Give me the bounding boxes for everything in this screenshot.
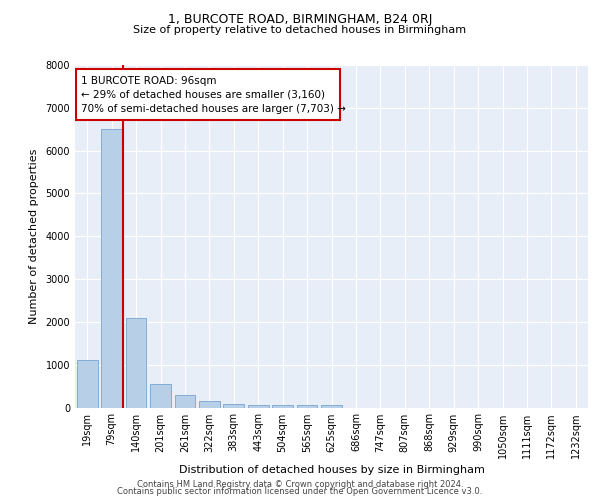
- Bar: [77, 360, 98, 408]
- Bar: [321, 405, 342, 407]
- Bar: [272, 405, 293, 407]
- Text: 1 BURCOTE ROAD: 96sqm
← 29% of detached houses are smaller (3,160)
70% of semi-d: 1 BURCOTE ROAD: 96sqm ← 29% of detached …: [81, 76, 346, 114]
- Bar: [296, 405, 317, 407]
- Bar: [248, 405, 269, 407]
- Text: Size of property relative to detached houses in Birmingham: Size of property relative to detached ho…: [133, 25, 467, 35]
- X-axis label: Distribution of detached houses by size in Birmingham: Distribution of detached houses by size …: [179, 465, 484, 475]
- Bar: [150, 384, 171, 407]
- Bar: [199, 400, 220, 407]
- FancyBboxPatch shape: [76, 70, 340, 120]
- Bar: [101, 129, 122, 407]
- Bar: [125, 318, 146, 408]
- Bar: [175, 395, 196, 407]
- Bar: [223, 404, 244, 407]
- Text: 1, BURCOTE ROAD, BIRMINGHAM, B24 0RJ: 1, BURCOTE ROAD, BIRMINGHAM, B24 0RJ: [168, 12, 432, 26]
- Text: Contains public sector information licensed under the Open Government Licence v3: Contains public sector information licen…: [118, 487, 482, 496]
- Y-axis label: Number of detached properties: Number of detached properties: [29, 148, 38, 324]
- Text: Contains HM Land Registry data © Crown copyright and database right 2024.: Contains HM Land Registry data © Crown c…: [137, 480, 463, 489]
